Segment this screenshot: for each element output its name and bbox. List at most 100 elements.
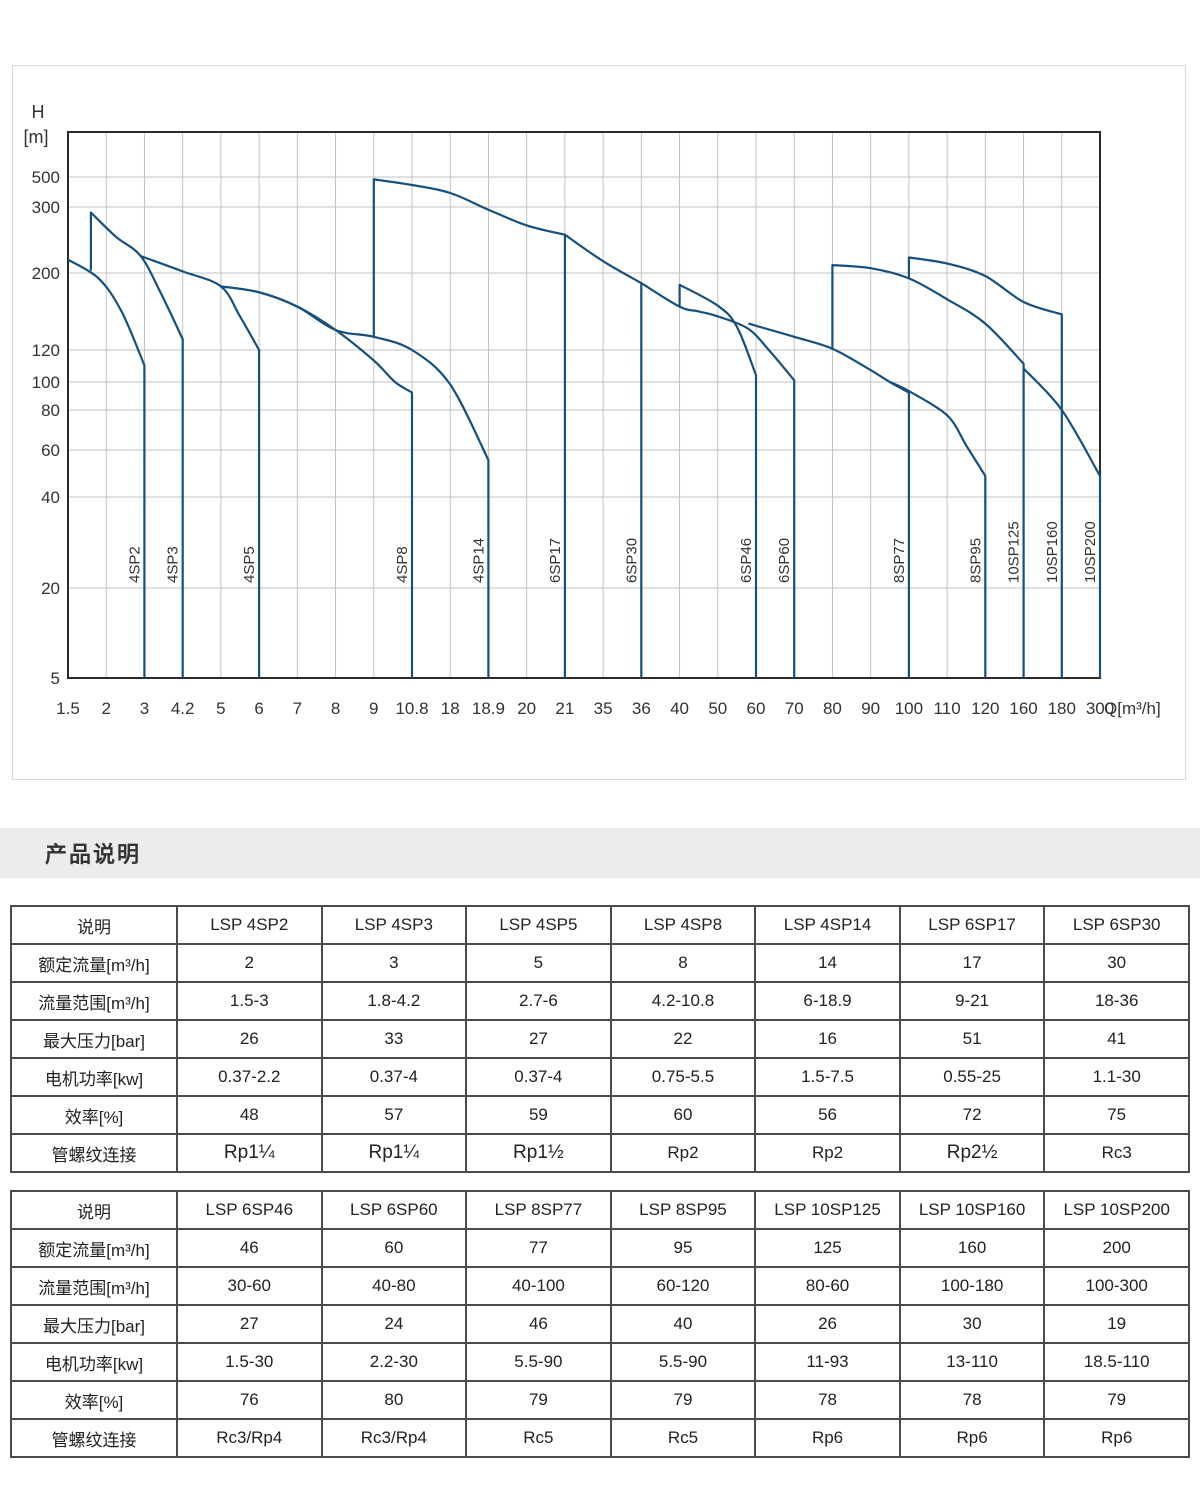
value-cell: 100-300 [1043,1266,1190,1306]
header-cell-model: LSP 6SP17 [898,905,1046,945]
table-row: 管螺纹连接 Rc3/Rp4 Rc3/Rp4 Rc5 Rc5 Rp6 Rp6 Rp6 [10,1418,1190,1458]
row-label-cell: 额定流量[m³/h] [10,1228,178,1268]
value-cell: 48 [176,1095,323,1135]
value-cell: 60 [320,1228,468,1268]
table-row: 流量范围[m³/h] 1.5-3 1.8-4.2 2.7-6 4.2-10.8 6-18.… [10,981,1190,1021]
row-label-cell: 管螺纹连接 [10,1133,178,1173]
value-cell: 5.5-90 [609,1342,757,1382]
value-cell: 30 [898,1304,1046,1344]
value-cell: 40-80 [320,1266,468,1306]
value-cell: 76 [176,1380,323,1420]
table-header-row: 说明 LSP 4SP2 LSP 4SP3 LSP 4SP5 LSP 4SP8 LSP 4S… [10,905,1190,945]
value-cell: 2.7-6 [465,981,612,1021]
header-cell-model: LSP 8SP77 [465,1190,612,1230]
header-cell-model: LSP 4SP3 [320,905,468,945]
row-label-cell: 效率[%] [10,1095,178,1135]
value-cell: 1.5-30 [176,1342,323,1382]
header-cell-model: LSP 6SP30 [1043,905,1190,945]
header-cell-model: LSP 10SP160 [898,1190,1046,1230]
value-cell: 14 [754,943,901,983]
value-cell: 26 [176,1019,323,1059]
header-cell-model: LSP 4SP8 [609,905,757,945]
table-row: 效率[%] 76 80 79 79 78 78 79 [10,1380,1190,1420]
value-cell: 0.55-25 [898,1057,1046,1097]
value-cell: Rc3/Rp4 [320,1418,468,1458]
value-cell: 1.1-30 [1043,1057,1190,1097]
header-cell-label: 说明 [10,905,178,945]
row-label-cell: 额定流量[m³/h] [10,943,178,983]
value-cell: 40 [609,1304,757,1344]
value-cell: 78 [754,1380,901,1420]
header-cell-model: LSP 6SP46 [176,1190,323,1230]
value-cell: Rp6 [1043,1418,1190,1458]
value-cell: 26 [754,1304,901,1344]
spec-table-1: 说明 LSP 4SP2 LSP 4SP3 LSP 4SP5 LSP 4SP8 LSP 4S… [10,905,1190,1173]
value-cell: 75 [1043,1095,1190,1135]
value-cell: 19 [1043,1304,1190,1344]
value-cell: 1.8-4.2 [320,981,468,1021]
value-cell: 46 [176,1228,323,1268]
header-cell-model: LSP 6SP60 [320,1190,468,1230]
value-cell: 0.37-2.2 [176,1057,323,1097]
value-cell: 100-180 [898,1266,1046,1306]
value-cell: 60-120 [609,1266,757,1306]
section-title: 产品说明 [45,842,142,867]
table-row: 额定流量[m³/h] 2 3 5 8 14 17 30 [10,943,1190,983]
value-cell: 0.37-4 [320,1057,468,1097]
value-cell: 125 [754,1228,901,1268]
value-cell: Rp2 [754,1133,901,1173]
value-cell: Rp1¼ [176,1133,323,1173]
value-cell: Rc5 [609,1418,757,1458]
value-cell: Rp1½ [465,1133,612,1173]
table-row: 电机功率[kw] 0.37-2.2 0.37-4 0.37-4 0.75-5.5 1.5-… [10,1057,1190,1097]
row-label-cell: 电机功率[kw] [10,1057,178,1097]
value-cell: Rp6 [898,1418,1046,1458]
value-cell: 40-100 [465,1266,612,1306]
table-row: 效率[%] 48 57 59 60 56 72 75 [10,1095,1190,1135]
table-row: 额定流量[m³/h] 46 60 77 95 125 160 200 [10,1228,1190,1268]
row-label-cell: 管螺纹连接 [10,1418,178,1458]
row-label-cell: 流量范围[m³/h] [10,981,178,1021]
value-cell: 5.5-90 [465,1342,612,1382]
table-header-row: 说明 LSP 6SP46 LSP 6SP60 LSP 8SP77 LSP 8SP95 LS… [10,1190,1190,1230]
value-cell: 30-60 [176,1266,323,1306]
value-cell: 41 [1043,1019,1190,1059]
header-cell-model: LSP 4SP2 [176,905,323,945]
table-row: 管螺纹连接 Rp1¼ Rp1¼ Rp1½ Rp2 Rp2 Rp2½ Rc3 [10,1133,1190,1173]
header-cell-model: LSP 8SP95 [609,1190,757,1230]
value-cell: 4.2-10.8 [609,981,757,1021]
table-row: 最大压力[bar] 27 24 46 40 26 30 19 [10,1304,1190,1344]
value-cell: Rc3/Rp4 [176,1418,323,1458]
value-cell: 79 [1043,1380,1190,1420]
value-cell: 5 [465,943,612,983]
value-cell: 56 [754,1095,901,1135]
value-cell: 22 [609,1019,757,1059]
value-cell: 160 [898,1228,1046,1268]
value-cell: 1.5-3 [176,981,323,1021]
value-cell: 72 [898,1095,1046,1135]
value-cell: 30 [1043,943,1190,983]
value-cell: 59 [465,1095,612,1135]
value-cell: Rc5 [465,1418,612,1458]
value-cell: Rc3 [1043,1133,1190,1173]
value-cell: 27 [176,1304,323,1344]
value-cell: 200 [1043,1228,1190,1268]
value-cell: 80-60 [754,1266,901,1306]
value-cell: 11-93 [754,1342,901,1382]
value-cell: 79 [465,1380,612,1420]
value-cell: 17 [898,943,1046,983]
header-cell-label: 说明 [10,1190,178,1230]
section-title-band: 产品说明 [0,828,1200,878]
row-label-cell: 最大压力[bar] [10,1019,178,1059]
value-cell: 27 [465,1019,612,1059]
value-cell: 95 [609,1228,757,1268]
spec-table-2: 说明 LSP 6SP46 LSP 6SP60 LSP 8SP77 LSP 8SP95 LS… [10,1190,1190,1458]
header-cell-model: LSP 10SP125 [754,1190,901,1230]
value-cell: 24 [320,1304,468,1344]
value-cell: 8 [609,943,757,983]
value-cell: 6-18.9 [754,981,901,1021]
value-cell: 79 [609,1380,757,1420]
row-label-cell: 流量范围[m³/h] [10,1266,178,1306]
row-label-cell: 效率[%] [10,1380,178,1420]
value-cell: 60 [609,1095,757,1135]
